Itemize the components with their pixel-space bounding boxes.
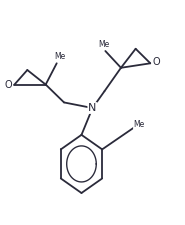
Text: O: O bbox=[152, 57, 160, 67]
Text: Me: Me bbox=[98, 40, 109, 49]
Text: O: O bbox=[4, 80, 12, 90]
Text: N: N bbox=[88, 103, 97, 113]
Text: Me: Me bbox=[134, 120, 145, 129]
Text: Me: Me bbox=[54, 52, 65, 61]
